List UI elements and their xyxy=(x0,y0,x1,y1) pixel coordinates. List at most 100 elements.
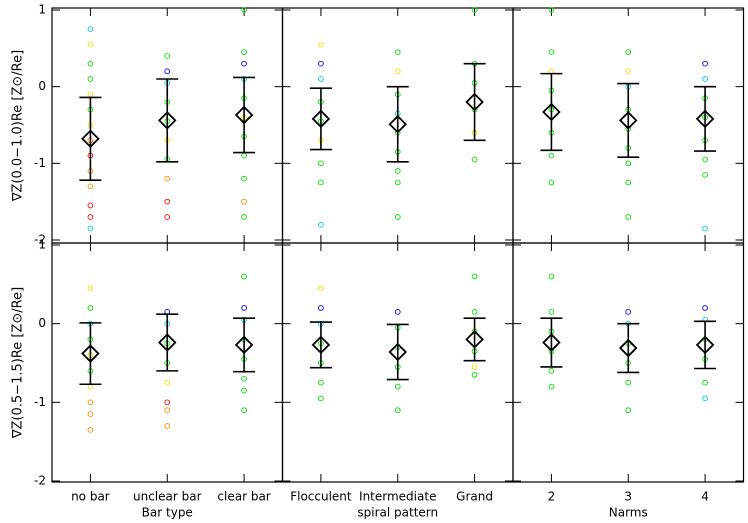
mean-marker xyxy=(234,335,254,355)
point xyxy=(164,423,171,429)
point xyxy=(702,171,708,178)
point xyxy=(241,7,247,13)
mean-marker xyxy=(81,129,100,149)
point xyxy=(241,60,247,67)
mean-marker xyxy=(388,114,408,134)
mean-marker xyxy=(542,102,561,122)
point xyxy=(471,371,478,378)
point xyxy=(164,53,171,59)
point xyxy=(87,26,94,33)
point xyxy=(164,214,171,220)
point xyxy=(87,411,94,417)
point xyxy=(87,225,94,232)
point xyxy=(87,202,94,209)
point xyxy=(318,160,324,167)
point xyxy=(394,68,401,75)
point xyxy=(87,76,94,82)
y-axis-label: ∇Z(0.0−1.0)Re [Z⊙/Re] xyxy=(11,50,26,202)
point xyxy=(164,379,171,386)
point xyxy=(164,68,171,75)
x-tick-label: Flocculent xyxy=(290,490,352,504)
x-axis-label: spiral pattern xyxy=(357,506,438,520)
x-tick-label: 4 xyxy=(701,490,709,504)
mean-marker xyxy=(234,105,254,125)
point xyxy=(318,76,324,82)
point xyxy=(702,60,708,67)
point xyxy=(318,395,324,402)
point xyxy=(87,183,94,190)
point xyxy=(241,198,247,205)
point xyxy=(241,214,247,220)
point xyxy=(241,273,247,280)
x-tick-label: unclear bar xyxy=(133,490,202,504)
point xyxy=(241,407,247,414)
mean-marker xyxy=(618,111,638,130)
point xyxy=(702,76,708,82)
point xyxy=(625,179,632,186)
mean-marker xyxy=(695,335,715,355)
point xyxy=(548,49,555,56)
mean-marker xyxy=(311,335,331,355)
point xyxy=(87,285,94,292)
y-tick-label: -2 xyxy=(34,233,46,247)
point xyxy=(471,156,478,163)
point xyxy=(318,379,324,386)
point xyxy=(625,379,632,386)
point xyxy=(394,407,401,414)
point xyxy=(87,60,94,67)
point xyxy=(241,175,247,182)
point xyxy=(625,407,632,414)
point xyxy=(394,179,401,186)
point xyxy=(471,7,478,13)
y-tick-label: 0 xyxy=(38,316,46,330)
mean-marker xyxy=(81,344,100,363)
point xyxy=(625,160,632,167)
point xyxy=(241,49,247,56)
mean-marker xyxy=(388,342,408,362)
point xyxy=(164,399,171,406)
x-tick-label: clear bar xyxy=(217,490,270,504)
point xyxy=(702,156,708,163)
point xyxy=(241,152,247,159)
mean-marker xyxy=(311,109,331,129)
y-tick-label: 0 xyxy=(38,79,46,93)
point xyxy=(241,305,247,311)
point xyxy=(702,379,708,386)
point xyxy=(318,60,324,67)
point xyxy=(702,305,708,311)
point xyxy=(471,364,478,370)
point xyxy=(87,41,94,48)
point xyxy=(625,68,632,75)
point xyxy=(548,7,555,13)
point xyxy=(318,179,324,186)
point xyxy=(394,168,401,174)
point xyxy=(548,368,555,374)
mean-marker xyxy=(157,111,177,130)
point xyxy=(625,49,632,56)
point xyxy=(548,383,555,390)
point xyxy=(164,198,171,205)
mean-marker xyxy=(695,109,715,129)
point xyxy=(625,309,632,315)
point xyxy=(87,91,94,98)
y-tick-label: -2 xyxy=(34,474,46,488)
x-tick-label: Intermediate xyxy=(359,490,436,504)
mean-marker xyxy=(465,92,484,112)
point xyxy=(87,305,94,311)
point xyxy=(241,387,247,394)
point xyxy=(548,309,555,315)
point xyxy=(318,285,324,292)
point xyxy=(318,221,324,228)
point xyxy=(702,395,708,402)
point xyxy=(471,273,478,280)
point xyxy=(87,214,94,220)
y-axis-label: ∇Z(0.5−1.5)Re [Z⊙/Re] xyxy=(11,287,26,439)
mean-marker xyxy=(157,333,177,352)
point xyxy=(87,427,94,433)
point xyxy=(702,225,708,232)
mean-marker xyxy=(465,330,484,349)
point xyxy=(394,383,401,390)
point xyxy=(318,305,324,311)
x-tick-label: Grand xyxy=(456,490,493,504)
